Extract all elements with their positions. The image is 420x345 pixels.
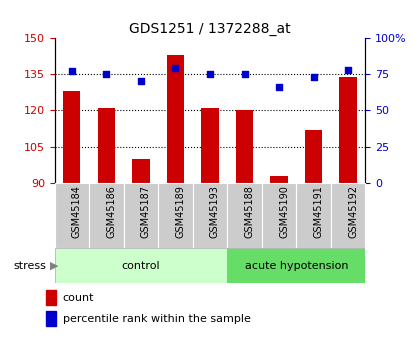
Text: control: control <box>122 261 160 270</box>
Text: stress: stress <box>13 261 46 270</box>
Bar <box>297 183 331 248</box>
Bar <box>63 91 81 183</box>
Bar <box>46 290 56 305</box>
Bar <box>339 77 357 183</box>
Text: percentile rank within the sample: percentile rank within the sample <box>63 314 250 324</box>
Text: acute hypotension: acute hypotension <box>244 261 348 270</box>
Bar <box>305 130 322 183</box>
Bar <box>262 183 297 248</box>
Text: GSM45190: GSM45190 <box>279 185 289 238</box>
Text: GSM45188: GSM45188 <box>244 185 255 238</box>
Text: GSM45191: GSM45191 <box>314 185 323 238</box>
Bar <box>46 311 56 326</box>
Bar <box>270 176 288 183</box>
Point <box>68 69 75 74</box>
Text: ▶: ▶ <box>50 261 59 270</box>
Bar <box>227 183 262 248</box>
Text: GSM45193: GSM45193 <box>210 185 220 238</box>
Point <box>207 71 213 77</box>
Point <box>276 85 282 90</box>
Text: GSM45186: GSM45186 <box>106 185 116 238</box>
Point <box>103 71 110 77</box>
Bar <box>158 183 193 248</box>
Bar <box>201 108 219 183</box>
Point <box>172 66 179 71</box>
Text: count: count <box>63 293 94 303</box>
Bar <box>227 248 365 283</box>
Bar <box>167 55 184 183</box>
Point <box>241 71 248 77</box>
Bar <box>331 183 365 248</box>
Bar <box>132 159 150 183</box>
Text: GSM45189: GSM45189 <box>176 185 186 238</box>
Point <box>345 67 352 72</box>
Text: GSM45187: GSM45187 <box>141 185 151 238</box>
Bar <box>89 183 123 248</box>
Bar <box>123 183 158 248</box>
Point <box>138 79 144 84</box>
Bar <box>55 248 227 283</box>
Point <box>310 74 317 80</box>
Bar <box>55 183 89 248</box>
Text: GSM45192: GSM45192 <box>348 185 358 238</box>
Text: GSM45184: GSM45184 <box>72 185 82 238</box>
Bar <box>98 108 115 183</box>
Title: GDS1251 / 1372288_at: GDS1251 / 1372288_at <box>129 21 291 36</box>
Bar <box>193 183 227 248</box>
Bar <box>236 110 253 183</box>
